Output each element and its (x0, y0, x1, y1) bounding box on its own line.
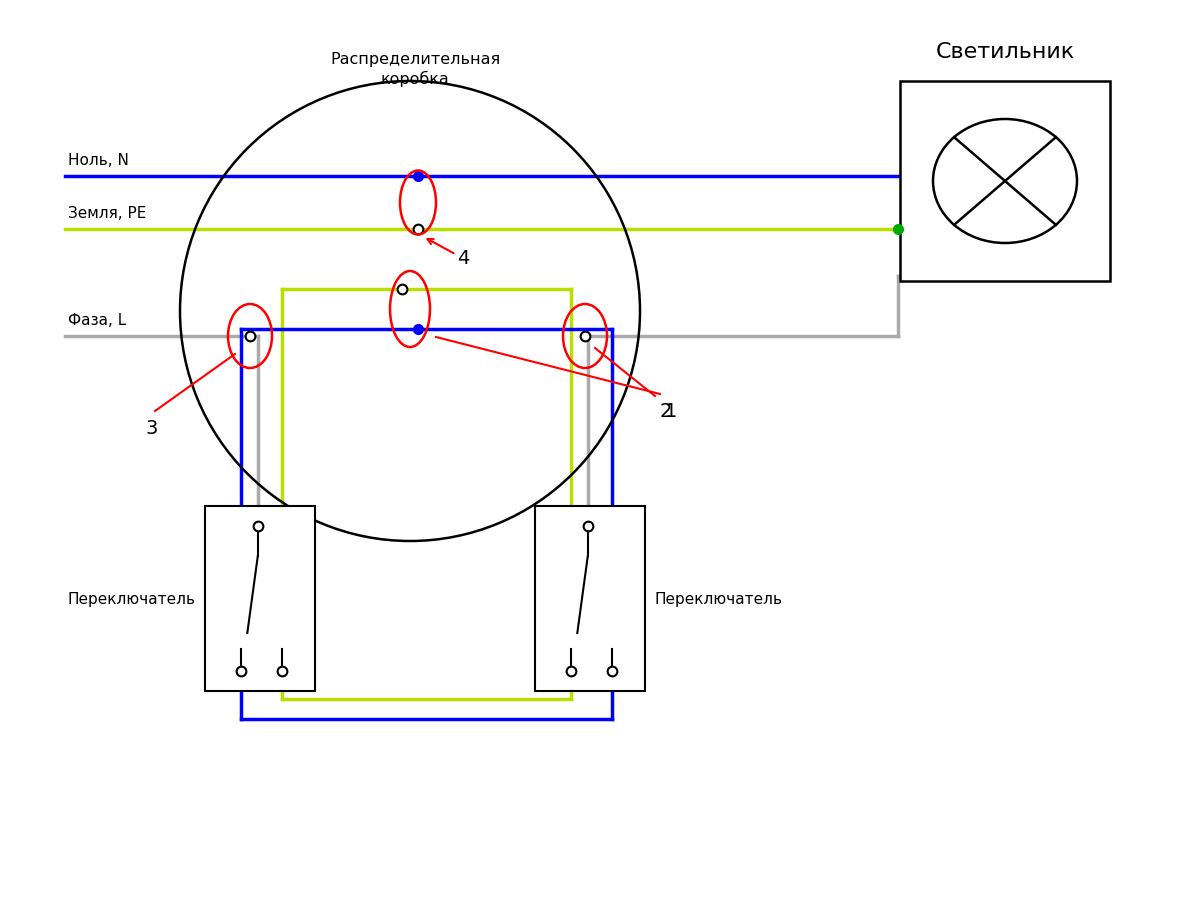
Text: 1: 1 (665, 402, 677, 421)
Text: 3: 3 (146, 418, 158, 437)
Text: Фаза, L: Фаза, L (68, 312, 126, 328)
Text: Светильник: Светильник (936, 42, 1074, 62)
Text: 2: 2 (660, 402, 672, 421)
Text: Ноль, N: Ноль, N (68, 153, 128, 168)
Text: Переключатель: Переключатель (67, 591, 196, 607)
Bar (535, 507, 646, 691)
Text: 4: 4 (457, 249, 469, 268)
Text: Переключатель: Переключатель (655, 591, 784, 607)
Text: Земля, PE: Земля, PE (68, 206, 146, 220)
Bar (900, 82, 1110, 281)
Bar (205, 507, 316, 691)
Text: Распределительная
коробка: Распределительная коробка (330, 52, 500, 87)
